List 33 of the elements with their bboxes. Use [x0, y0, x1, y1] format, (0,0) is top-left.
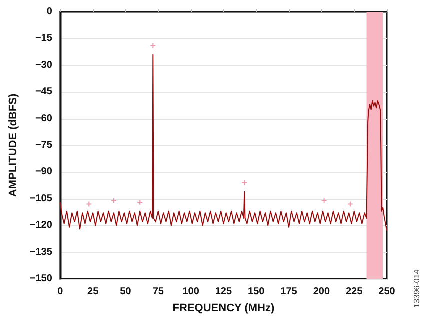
x-tick-label: 250 — [378, 286, 396, 298]
y-axis-title: AMPLITUDE (dBFS) — [8, 94, 20, 198]
x-tick-label: 200 — [313, 286, 330, 298]
y-tick-label: −105 — [30, 193, 53, 204]
point — [150, 43, 156, 48]
y-tick-label: −30 — [35, 60, 53, 71]
x-tick-label: 150 — [248, 286, 266, 298]
y-tick-label: −90 — [35, 166, 53, 178]
x-axis-title: FREQUENCY (MHz) — [172, 302, 275, 314]
y-tick-label: −120 — [30, 220, 53, 232]
x-tick-label: 75 — [152, 286, 164, 298]
point — [242, 180, 248, 186]
y-tick-label: −135 — [30, 246, 53, 258]
point — [322, 198, 327, 204]
x-tick-label: 175 — [280, 286, 298, 298]
y-tick-label: −60 — [35, 113, 53, 124]
x-tick-label: 100 — [182, 286, 200, 298]
x-tick-label: 225 — [346, 286, 364, 298]
x-tick-label: 50 — [120, 286, 132, 298]
x-tick-label: 0 — [58, 286, 64, 298]
x-tick-label: 25 — [88, 286, 100, 298]
y-tick-label: −150 — [30, 274, 53, 284]
line-series — [60, 54, 388, 232]
point — [348, 202, 353, 207]
y-tick-label: −45 — [35, 86, 53, 98]
y-tick-label: −15 — [35, 33, 53, 44]
y-tick-label: −75 — [35, 140, 53, 151]
text: 13396-014 — [412, 269, 422, 308]
point — [138, 200, 143, 205]
y-tick-label: 0 — [46, 6, 53, 18]
x-tick-label: 125 — [215, 286, 232, 298]
point — [111, 198, 116, 204]
point — [86, 202, 92, 207]
